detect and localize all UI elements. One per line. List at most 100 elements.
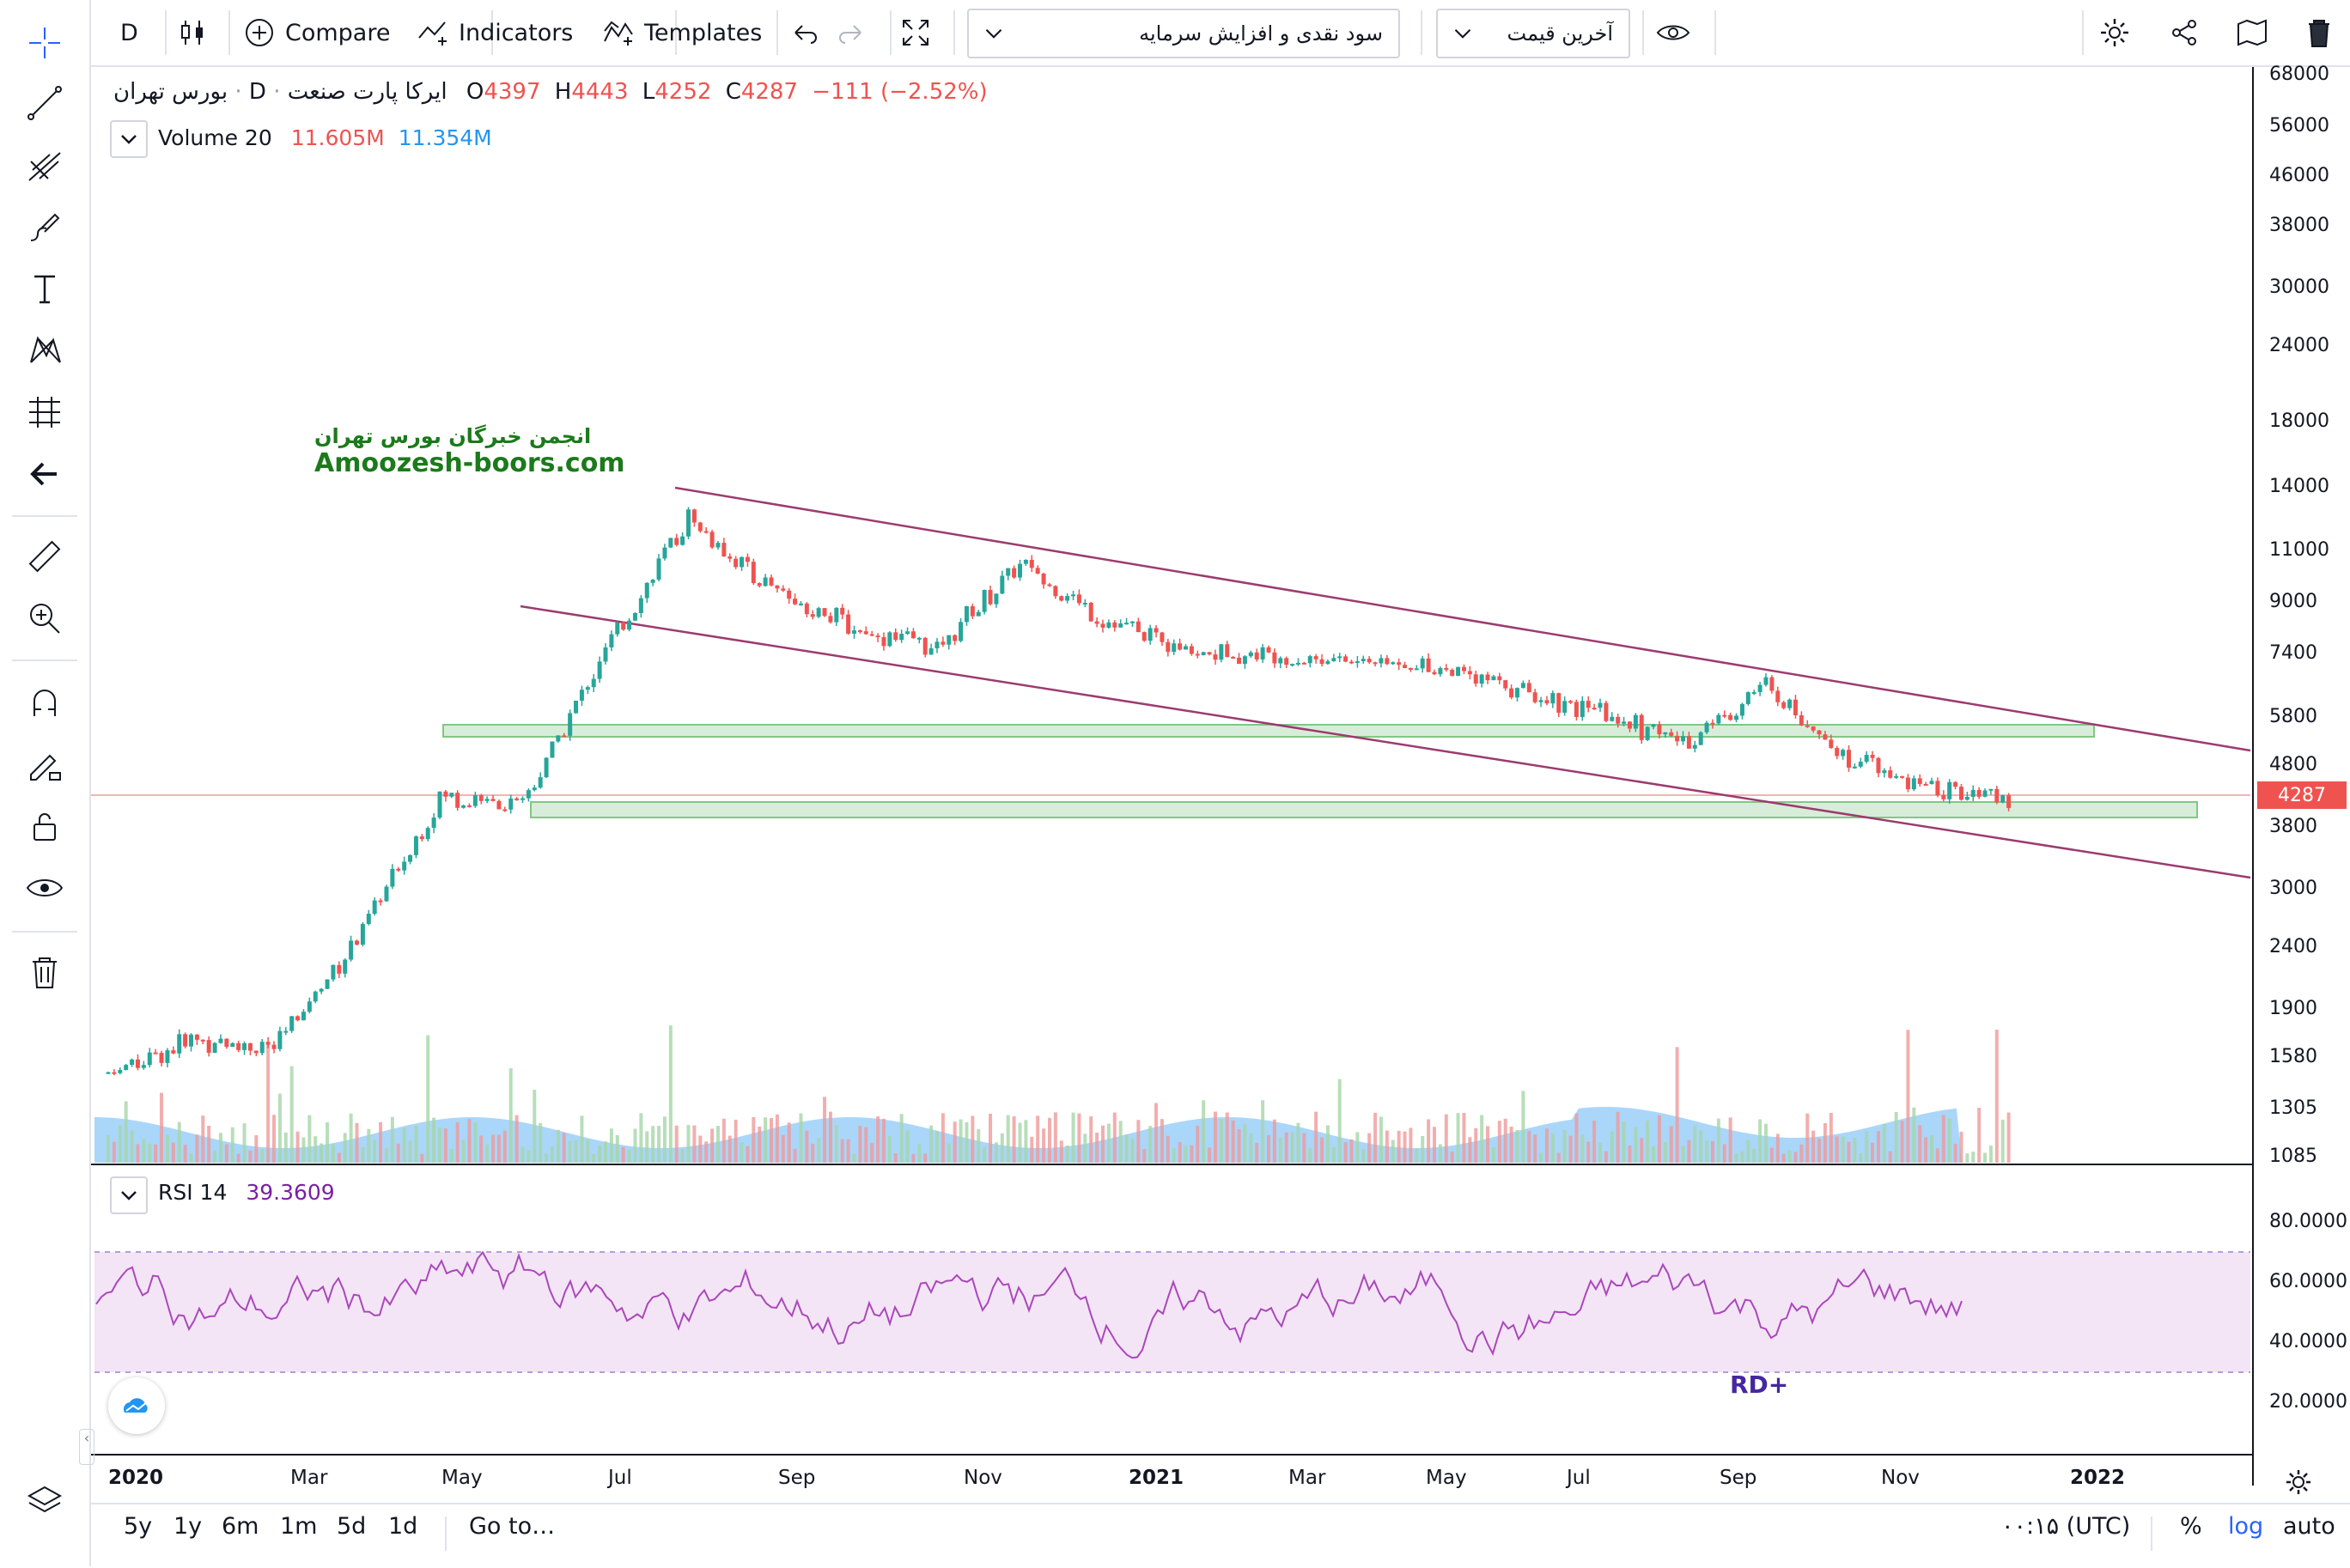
plus-circle-icon: [246, 19, 273, 46]
candle: [1515, 688, 1519, 698]
volume-bar: [1705, 1140, 1709, 1163]
timezone-button[interactable]: ۰۰:۱۵ (UTC): [2001, 1513, 2131, 1540]
volume-bar: [1628, 1146, 1632, 1163]
publish-button[interactable]: [2235, 0, 2269, 65]
tradingview-logo-button[interactable]: [108, 1377, 165, 1434]
legend-open: 4397: [484, 79, 541, 105]
candle: [1917, 778, 1922, 784]
volume-bar: [1391, 1140, 1395, 1163]
volume-bar: [107, 1134, 110, 1163]
volume-bar: [1409, 1127, 1413, 1163]
percent-toggle[interactable]: %: [2180, 1513, 2202, 1540]
pattern-icon[interactable]: [21, 326, 69, 374]
volume-bar: [1935, 1148, 1939, 1163]
volume-bar: [1941, 1115, 1945, 1163]
time-tick: May: [441, 1467, 483, 1489]
candle: [419, 836, 424, 840]
trash-icon[interactable]: [21, 948, 69, 996]
goto-button[interactable]: Go to…: [469, 1513, 556, 1540]
log-toggle[interactable]: log: [2228, 1513, 2264, 1540]
candle: [852, 630, 856, 634]
range-1y[interactable]: 1y: [174, 1513, 203, 1540]
redo-button[interactable]: [835, 0, 869, 65]
share-button[interactable]: [2168, 0, 2202, 65]
volume-bar: [752, 1116, 756, 1163]
layers-icon[interactable]: [21, 1477, 69, 1525]
volume-bar: [266, 1042, 271, 1163]
resistance-zone[interactable]: [442, 724, 2095, 738]
time-tick: 2022: [2070, 1467, 2126, 1489]
collapse-legend-button[interactable]: [110, 120, 148, 158]
candle: [1692, 744, 1697, 749]
volume-bar: [402, 1127, 406, 1163]
volume-bar: [899, 1114, 904, 1163]
lock-drawing-icon[interactable]: [21, 740, 69, 788]
volume-bar: [674, 1125, 679, 1163]
volume-bar: [787, 1122, 791, 1163]
range-6m[interactable]: 6m: [222, 1513, 259, 1540]
price-source-dropdown[interactable]: آخرین قیمت: [1436, 9, 1630, 58]
price-axis[interactable]: 68000 56000 46000 38000 30000 24000 18000 14000…: [2252, 64, 2350, 1494]
crosshair-icon[interactable]: [21, 19, 69, 67]
candle: [953, 635, 958, 641]
templates-button[interactable]: Templates: [601, 0, 762, 65]
back-arrow-icon[interactable]: [21, 450, 69, 498]
magnet-icon[interactable]: [21, 678, 69, 726]
unlock-icon[interactable]: [21, 802, 69, 850]
legend-symbol: ایرکا پارت صنعت: [287, 79, 447, 105]
settings-button[interactable]: [2097, 0, 2132, 65]
volume-bar: [1592, 1120, 1597, 1163]
candle: [775, 585, 780, 589]
range-1m[interactable]: 1m: [280, 1513, 318, 1540]
volume-bar: [1669, 1126, 1673, 1163]
brush-icon[interactable]: [21, 203, 69, 251]
range-1d[interactable]: 1d: [388, 1513, 418, 1540]
support-zone[interactable]: [530, 801, 2198, 818]
candle: [1195, 653, 1200, 656]
candle: [1716, 714, 1721, 724]
collapse-rsi-button[interactable]: [110, 1176, 148, 1214]
collapse-toolbar-handle[interactable]: ‹: [79, 1429, 94, 1465]
volume-bar: [224, 1144, 228, 1163]
interval-button[interactable]: D: [120, 0, 138, 65]
candle: [496, 800, 502, 810]
undo-button[interactable]: [787, 0, 821, 65]
rsi-line: [95, 1250, 1963, 1359]
text-icon[interactable]: [21, 264, 69, 313]
volume-bar: [1337, 1079, 1342, 1163]
candle: [1929, 781, 1934, 785]
range-5d[interactable]: 5d: [337, 1513, 367, 1540]
volume-bar: [1977, 1108, 1982, 1163]
volume-bar: [230, 1127, 234, 1163]
volume-bar: [496, 1134, 501, 1163]
event-dropdown[interactable]: سود نقدی و افزایش سرمایه: [967, 9, 1400, 58]
chart-type-button[interactable]: [175, 0, 210, 65]
prediction-icon[interactable]: [21, 388, 69, 436]
channel-lower-line[interactable]: [520, 605, 2251, 879]
visibility-button[interactable]: [1656, 0, 1690, 65]
eye-icon[interactable]: [21, 864, 69, 912]
remove-button[interactable]: [2302, 0, 2336, 65]
candle: [574, 701, 579, 714]
indicators-icon: [418, 21, 447, 46]
compare-button[interactable]: Compare: [242, 0, 390, 65]
auto-toggle[interactable]: auto: [2283, 1513, 2335, 1540]
pitchfork-icon[interactable]: [21, 141, 69, 189]
fullscreen-button[interactable]: [898, 0, 933, 65]
volume-bar: [662, 1116, 667, 1163]
rd-annotation[interactable]: RD+: [1730, 1370, 1789, 1399]
candle: [443, 791, 448, 797]
indicators-button[interactable]: Indicators: [416, 0, 573, 65]
volume-bar: [213, 1150, 217, 1163]
range-5y[interactable]: 5y: [124, 1513, 153, 1540]
volume-bar: [1841, 1136, 1845, 1163]
axis-settings-button[interactable]: [2281, 1465, 2316, 1503]
ruler-icon[interactable]: [21, 532, 69, 580]
volume-bar: [379, 1121, 383, 1163]
volume-bar: [817, 1138, 821, 1163]
trend-line-icon[interactable]: [21, 79, 69, 127]
candle: [390, 868, 395, 887]
zoom-in-icon[interactable]: [21, 594, 69, 642]
channel-upper-line[interactable]: [674, 486, 2251, 752]
